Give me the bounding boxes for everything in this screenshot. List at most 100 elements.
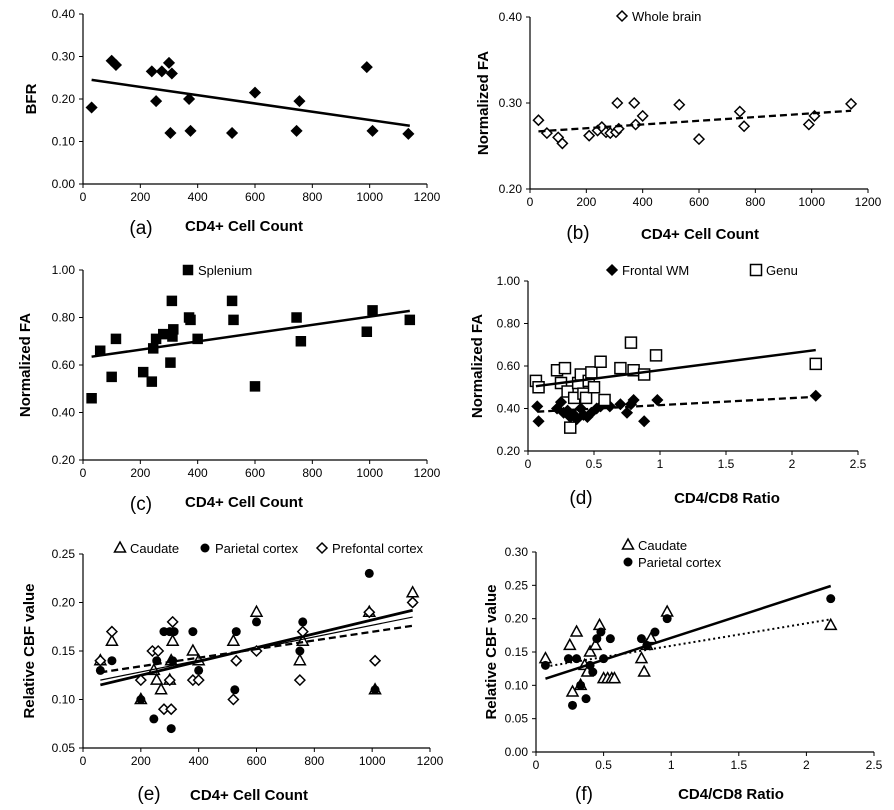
data-point (569, 624, 584, 637)
x-tick-label: 0.5 (586, 457, 603, 471)
data-point (587, 381, 601, 394)
y-tick-label: 0.05 (505, 712, 529, 726)
data-point (637, 368, 651, 381)
x-tick-label: 0 (80, 466, 87, 480)
data-point (592, 634, 602, 644)
x-tick-label: 2.5 (850, 457, 867, 471)
data-point (556, 137, 569, 150)
data-point (95, 665, 105, 675)
data-point (599, 654, 609, 664)
panel-c: 0 200 400 600 800 1000 1200 0.20 0.40 0.60 0.80 1.0… (17, 263, 441, 515)
y-tick-label: 0.30 (499, 96, 523, 110)
x-tick-label: 400 (189, 754, 209, 768)
x-tick-label: 0 (80, 754, 87, 768)
x-tick-label: 1200 (414, 190, 441, 204)
x-tick-label: 0.5 (595, 758, 612, 772)
trend-line (91, 309, 410, 358)
legend-label: Caudate (638, 538, 687, 553)
data-point (572, 654, 582, 664)
data-point (107, 656, 117, 666)
y-tick-label: 1.00 (52, 263, 76, 277)
data-point (291, 312, 302, 323)
x-tick-label: 200 (131, 754, 151, 768)
data-point (110, 333, 122, 345)
y-tick-label: 0.30 (52, 50, 76, 64)
series-genu (529, 336, 823, 434)
data-point (183, 92, 196, 106)
data-point (166, 724, 176, 734)
data-point (540, 660, 550, 670)
data-point (296, 625, 309, 638)
data-point (596, 627, 606, 637)
data-point (561, 385, 574, 398)
legend-label: Whole brain (632, 9, 701, 24)
x-tick-label: 800 (304, 754, 324, 768)
data-point (532, 415, 545, 428)
data-point (248, 86, 262, 99)
x-tick-label: 0 (533, 758, 540, 772)
series-prefontal-cortex (94, 596, 419, 716)
panel-label: (c) (130, 494, 152, 515)
data-point (405, 585, 420, 598)
data-point (364, 568, 374, 578)
data-point (293, 674, 306, 687)
data-point (150, 95, 163, 108)
data-point (230, 685, 240, 695)
panel-label: (b) (566, 223, 589, 244)
series-splenium (86, 295, 416, 404)
data-point (579, 391, 593, 405)
x-tick-label: 0 (527, 195, 534, 209)
x-tick-label: 0 (525, 457, 532, 471)
y-tick-label: 0.25 (505, 578, 529, 592)
data-point (361, 326, 373, 337)
x-tick-label: 1200 (855, 195, 882, 209)
data-point (226, 633, 241, 647)
data-point (163, 674, 176, 687)
y-tick-label: 0.80 (52, 311, 76, 325)
legend-marker (182, 264, 194, 276)
data-point (227, 693, 240, 706)
data-point (802, 118, 815, 131)
data-point (86, 393, 97, 404)
data-point (614, 361, 627, 375)
data-point (531, 400, 544, 413)
data-point (165, 633, 180, 647)
data-point (184, 124, 197, 137)
panel-b: 0 200 400 600 800 1000 1200 0.20 0.30 0.40 CD4+ Ce… (475, 9, 882, 244)
panel-label: (a) (129, 218, 152, 239)
y-tick-label: 1.00 (497, 274, 521, 288)
data-point (563, 654, 573, 664)
legend-entry: Caudate (113, 540, 179, 556)
data-point (588, 667, 598, 677)
data-point (607, 671, 622, 684)
y-axis-title: Normalized FA (17, 313, 34, 417)
data-point (583, 644, 597, 657)
data-point (105, 625, 118, 638)
data-point (136, 695, 146, 704)
y-axis-title: Normalized FA (475, 51, 492, 155)
y-tick-label: 0.40 (52, 7, 76, 21)
data-point (192, 674, 205, 687)
x-tick-label: 1200 (417, 754, 444, 768)
data-point (568, 700, 578, 710)
x-axis-title: CD4/CD8 Ratio (674, 490, 780, 507)
trend-line (100, 624, 413, 674)
x-tick-label: 600 (246, 754, 266, 768)
y-tick-label: 0.10 (52, 135, 76, 149)
x-tick-label: 200 (130, 190, 150, 204)
y-axis-title: BFR (23, 83, 40, 114)
y-axis-title: Relative CBF value (21, 583, 38, 718)
y-tick-label: 0.20 (499, 182, 523, 196)
legend-marker (113, 540, 127, 553)
data-point (642, 640, 652, 650)
data-point (85, 101, 98, 114)
data-point (109, 58, 123, 72)
panel-d: 0 0.5 1 1.5 2 2.5 0.20 0.40 0.60 0.80 1.00 CD4/CD8 … (469, 263, 867, 509)
legend-marker (615, 9, 629, 23)
data-point (249, 604, 264, 617)
x-tick-label: 2 (803, 758, 810, 772)
x-tick-label: 1.5 (730, 758, 747, 772)
data-point (565, 684, 580, 697)
legend-label: Splenium (198, 263, 252, 278)
panel-label: (f) (575, 784, 593, 805)
